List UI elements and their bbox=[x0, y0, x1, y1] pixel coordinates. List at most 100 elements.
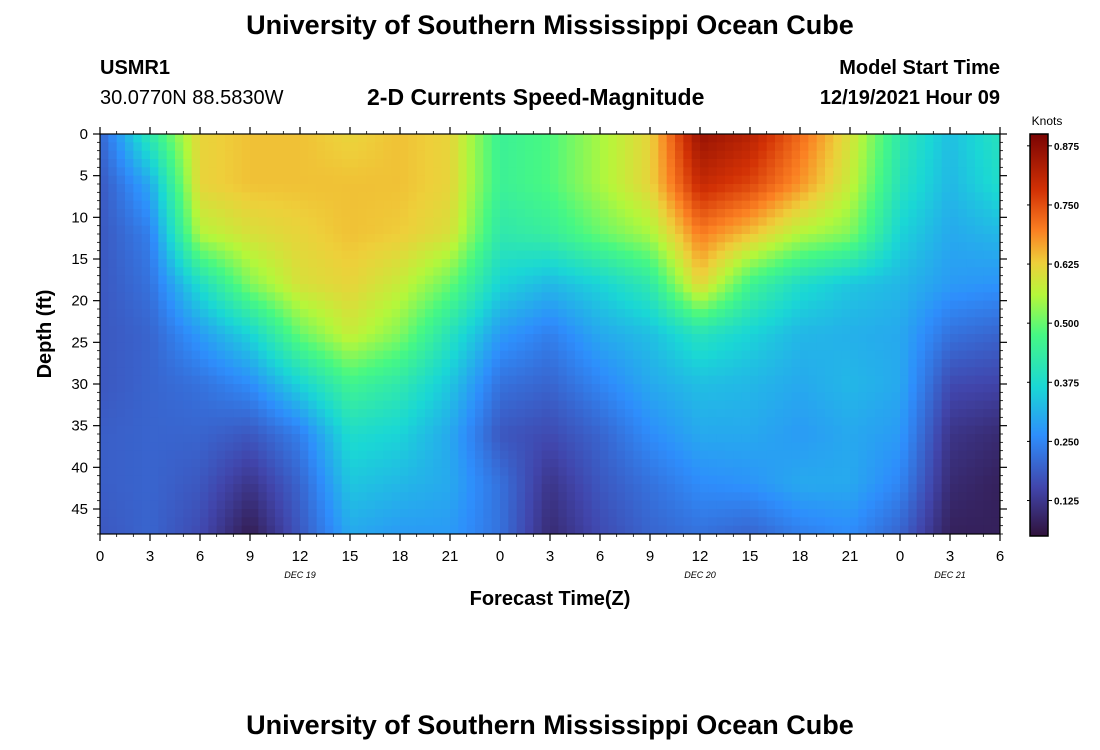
heatmap-cell bbox=[875, 234, 884, 243]
heatmap-cell bbox=[141, 167, 151, 177]
heatmap-cell bbox=[750, 300, 759, 310]
heatmap-cell bbox=[691, 367, 701, 377]
heatmap-cell bbox=[833, 175, 843, 185]
heatmap-cell bbox=[183, 517, 193, 527]
heatmap-cell bbox=[991, 434, 1000, 443]
heatmap-cell bbox=[516, 342, 526, 352]
heatmap-cell bbox=[425, 284, 434, 293]
heatmap-cell bbox=[158, 300, 168, 310]
heatmap-cell bbox=[500, 334, 509, 343]
heatmap-cell bbox=[600, 442, 609, 452]
heatmap-cell bbox=[416, 200, 426, 210]
heatmap-cell bbox=[225, 234, 234, 243]
heatmap-cell bbox=[291, 484, 301, 493]
heatmap-cell bbox=[708, 375, 718, 385]
heatmap-cell bbox=[525, 392, 534, 402]
heatmap-cell bbox=[991, 400, 1000, 410]
heatmap-cell bbox=[458, 417, 468, 427]
heatmap-cell bbox=[241, 200, 251, 210]
heatmap-cell bbox=[975, 434, 984, 443]
heatmap-cell bbox=[150, 267, 159, 277]
heatmap-cell bbox=[733, 234, 743, 243]
heatmap-cell bbox=[633, 425, 643, 435]
heatmap-cell bbox=[275, 492, 284, 502]
heatmap-cell bbox=[125, 392, 134, 402]
heatmap-cell bbox=[908, 200, 918, 210]
heatmap-cell bbox=[400, 442, 409, 452]
heatmap-cell bbox=[200, 217, 209, 227]
heatmap-cell bbox=[833, 325, 843, 335]
heatmap-cell bbox=[225, 475, 234, 485]
heatmap-cell bbox=[866, 275, 876, 285]
heatmap-cell bbox=[841, 217, 851, 227]
heatmap-cell bbox=[125, 217, 134, 227]
heatmap-cell bbox=[858, 375, 868, 385]
heatmap-cell bbox=[900, 159, 909, 168]
heatmap-cell bbox=[858, 175, 868, 185]
heatmap-cell bbox=[758, 484, 768, 493]
heatmap-cell bbox=[416, 150, 426, 160]
heatmap-cell bbox=[333, 275, 343, 285]
heatmap-cell bbox=[375, 267, 384, 277]
heatmap-cell bbox=[600, 317, 609, 327]
heatmap-cell bbox=[750, 292, 759, 302]
heatmap-cell bbox=[266, 392, 276, 402]
heatmap-cell bbox=[450, 442, 459, 452]
heatmap-cell bbox=[216, 400, 226, 410]
heatmap-cell bbox=[216, 292, 226, 302]
heatmap-cell bbox=[675, 425, 684, 435]
heatmap-cell bbox=[316, 400, 326, 410]
heatmap-cell bbox=[791, 184, 801, 193]
heatmap-cell bbox=[408, 142, 418, 152]
heatmap-cell bbox=[641, 225, 651, 235]
heatmap-cell bbox=[300, 192, 309, 202]
heatmap-cell bbox=[941, 267, 951, 277]
heatmap-cell bbox=[308, 492, 318, 502]
heatmap-cell bbox=[166, 342, 176, 352]
heatmap-cell bbox=[608, 350, 618, 360]
heatmap-cell bbox=[716, 175, 726, 185]
heatmap-cell bbox=[166, 225, 176, 235]
heatmap-cell bbox=[258, 250, 268, 260]
heatmap-cell bbox=[333, 225, 343, 235]
heatmap-cell bbox=[433, 359, 443, 368]
heatmap-cell bbox=[883, 500, 893, 510]
heatmap-cell bbox=[966, 475, 976, 485]
heatmap-cell bbox=[200, 409, 209, 418]
heatmap-cell bbox=[825, 334, 834, 343]
heatmap-cell bbox=[900, 309, 909, 318]
heatmap-cell bbox=[391, 409, 401, 418]
heatmap-cell bbox=[325, 492, 334, 502]
heatmap-cell bbox=[875, 484, 884, 493]
heatmap-cell bbox=[366, 234, 376, 243]
heatmap-cell bbox=[375, 200, 384, 210]
heatmap-cell bbox=[991, 342, 1000, 352]
heatmap-cell bbox=[133, 242, 143, 252]
heatmap-cell bbox=[925, 200, 934, 210]
heatmap-cell bbox=[641, 509, 651, 518]
heatmap-cell bbox=[575, 492, 584, 502]
heatmap-cell bbox=[116, 350, 126, 360]
heatmap-cell bbox=[183, 292, 193, 302]
heatmap-cell bbox=[791, 259, 801, 268]
heatmap-cell bbox=[991, 209, 1000, 218]
heatmap-cell bbox=[533, 359, 543, 368]
heatmap-cell bbox=[383, 392, 393, 402]
heatmap-cell bbox=[216, 159, 226, 168]
heatmap-cell bbox=[391, 350, 401, 360]
heatmap-cell bbox=[741, 442, 751, 452]
heatmap-cell bbox=[300, 442, 309, 452]
heatmap-cell bbox=[616, 459, 626, 468]
heatmap-cell bbox=[416, 259, 426, 268]
heatmap-cell bbox=[183, 317, 193, 327]
heatmap-cell bbox=[841, 417, 851, 427]
heatmap-cell bbox=[875, 367, 884, 377]
heatmap-cell bbox=[391, 167, 401, 177]
heatmap-cell bbox=[466, 484, 476, 493]
heatmap-cell bbox=[550, 259, 559, 268]
heatmap-cell bbox=[550, 359, 559, 368]
heatmap-cell bbox=[458, 484, 468, 493]
heatmap-cell bbox=[633, 459, 643, 468]
heatmap-cell bbox=[675, 450, 684, 460]
heatmap-cell bbox=[758, 500, 768, 510]
